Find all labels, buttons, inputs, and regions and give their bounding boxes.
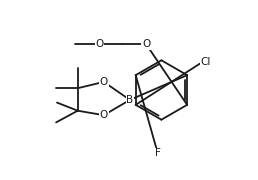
Text: O: O: [100, 110, 108, 120]
Text: O: O: [95, 39, 103, 49]
Text: Cl: Cl: [201, 57, 211, 67]
Text: F: F: [155, 148, 161, 158]
Text: B: B: [126, 95, 133, 105]
Text: O: O: [142, 39, 150, 49]
Text: O: O: [100, 77, 108, 87]
